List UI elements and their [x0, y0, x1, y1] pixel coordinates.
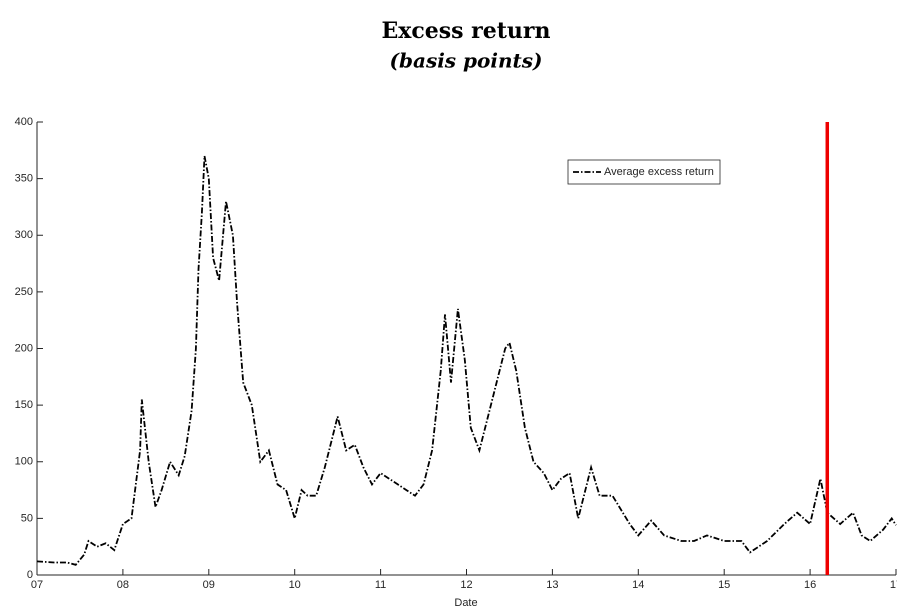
y-tick-label: 100 [15, 456, 33, 468]
y-tick-label: 0 [27, 569, 33, 581]
y-tick-label: 50 [21, 512, 33, 524]
legend-label: Average excess return [604, 166, 714, 178]
y-tick-label: 350 [15, 173, 33, 185]
y-tick-label: 150 [15, 399, 33, 411]
x-tick-label: 10 [289, 579, 301, 591]
data-line [36, 155, 897, 566]
x-axis-label: Date [454, 597, 477, 608]
y-tick-label: 250 [15, 286, 33, 298]
chart-title: Excess return [381, 18, 550, 44]
x-tick-label: 17 [890, 579, 897, 591]
x-tick-label: 12 [460, 579, 472, 591]
y-tick-label: 400 [15, 116, 33, 128]
y-tick-label: 300 [15, 229, 33, 241]
x-tick-label: 09 [203, 579, 215, 591]
chart-subtitle: (basis points) [390, 49, 543, 73]
x-tick-label: 07 [31, 579, 43, 591]
y-tick-label: 200 [15, 342, 33, 354]
x-tick-label: 11 [375, 579, 386, 591]
x-tick-label: 15 [718, 579, 730, 591]
x-tick-label: 08 [117, 579, 129, 591]
x-tick-label: 16 [804, 579, 816, 591]
x-tick-label: 14 [632, 579, 644, 591]
x-tick-label: 13 [546, 579, 558, 591]
